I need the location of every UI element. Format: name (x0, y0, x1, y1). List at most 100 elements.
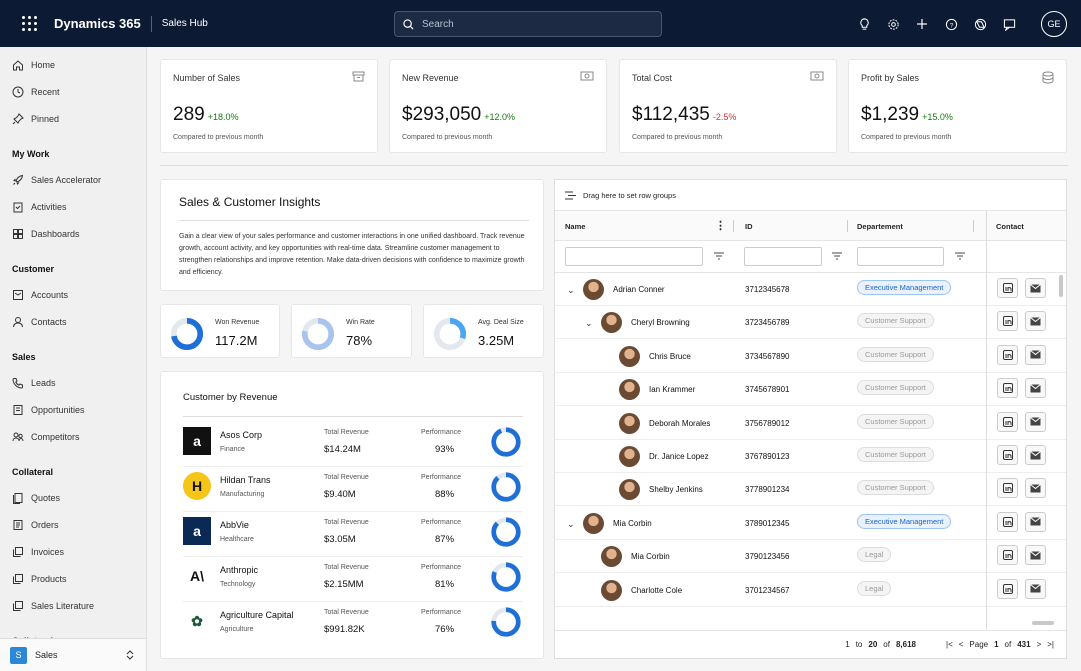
chevron-down-icon[interactable]: ⌄ (585, 318, 593, 329)
sidebar-item-recent[interactable]: Recent (0, 78, 146, 105)
email-button[interactable] (1025, 344, 1046, 365)
email-button[interactable] (1025, 411, 1046, 432)
settings-gear-icon[interactable] (885, 16, 901, 32)
revenue-row[interactable]: ✿ Agriculture Capital Agriculture Total … (183, 602, 523, 647)
email-button[interactable] (1025, 545, 1046, 566)
sidebar-item-quotes[interactable]: Quotes (0, 484, 146, 511)
app-brand[interactable]: Dynamics 365 (54, 16, 141, 31)
person-name[interactable]: Shelby Jenkins (649, 485, 703, 495)
revenue-row[interactable]: a Asos Corp Finance Total Revenue $14.24… (183, 422, 523, 467)
linkedin-button[interactable] (997, 344, 1018, 365)
search-input[interactable]: Search (394, 11, 662, 37)
table-row[interactable]: Chris Bruce 3734567890 Customer Support (555, 340, 1066, 373)
sidebar-item-dashboards[interactable]: Dashboards (0, 220, 146, 247)
revenue-label: Total Revenue (324, 609, 369, 616)
person-name[interactable]: Mia Corbin (631, 552, 670, 562)
person-name[interactable]: Dr. Janice Lopez (649, 452, 709, 461)
linkedin-button[interactable] (997, 378, 1018, 399)
sidebar-item-accounts[interactable]: Accounts (0, 281, 146, 308)
email-button[interactable] (1025, 378, 1046, 399)
column-separator[interactable] (847, 220, 848, 232)
feedback-chat-icon[interactable] (1001, 16, 1017, 32)
table-row[interactable]: Dr. Janice Lopez 3767890123 Customer Suppo… (555, 440, 1066, 473)
person-name[interactable]: Deborah Morales (649, 418, 711, 428)
person-name[interactable]: Cheryl Browning (631, 318, 690, 328)
prev-page-icon[interactable]: < (958, 640, 964, 649)
help-icon[interactable]: ? (943, 16, 959, 32)
sidebar-item-home[interactable]: Home (0, 51, 146, 78)
column-separator[interactable] (973, 220, 974, 232)
person-name[interactable]: Charlotte Cole (631, 585, 683, 595)
sidebar-item-opportunities[interactable]: Opportunities (0, 396, 146, 423)
table-row[interactable]: Shelby Jenkins 3778901234 Customer Support (555, 473, 1066, 507)
email-button[interactable] (1025, 445, 1046, 465)
revenue-row[interactable]: A\ Anthropic Technology Total Revenue $2… (183, 557, 523, 602)
column-menu-icon[interactable]: ⋮ (715, 220, 726, 232)
table-row[interactable]: ⌄ Cheryl Browning 3723456789 Customer Suppo… (555, 306, 1066, 340)
sidebar-item-pinned[interactable]: Pinned (0, 105, 146, 132)
table-row[interactable]: Deborah Morales 3756789012 Customer Suppor… (555, 407, 1066, 440)
sidebar-item-activities[interactable]: Activities (0, 193, 146, 220)
sidebar-item-orders[interactable]: Orders (0, 511, 146, 538)
person-name[interactable]: Chris Bruce (649, 351, 691, 361)
vertical-scrollbar[interactable] (1059, 275, 1063, 297)
linkedin-button[interactable] (997, 578, 1018, 599)
table-row[interactable]: Mia Corbin 3790123456 Legal (555, 540, 1066, 574)
email-button[interactable] (1025, 478, 1046, 499)
sidebar-item-leads[interactable]: Leads (0, 369, 146, 396)
next-page-icon[interactable]: > (1036, 640, 1042, 649)
chevron-down-icon[interactable]: ⌄ (567, 285, 575, 295)
table-row[interactable]: ⌄ Mia Corbin 3789012345 Executive Managemen… (555, 507, 1066, 540)
plus-icon[interactable] (914, 16, 930, 32)
person-name[interactable]: Ian Krammer (649, 385, 696, 395)
linkedin-button[interactable] (997, 545, 1018, 566)
sidebar-item-sales-accelerator[interactable]: Sales Accelerator (0, 166, 146, 193)
column-header-department[interactable]: Departement (857, 222, 903, 231)
revenue-row[interactable]: a AbbVie Healthcare Total Revenue $3.05M… (183, 512, 523, 557)
email-button[interactable] (1025, 578, 1046, 599)
column-header-name[interactable]: Name (565, 222, 586, 231)
chevron-down-icon[interactable]: ⌄ (567, 518, 575, 529)
horizontal-scrollbar[interactable] (1032, 621, 1054, 625)
mail-icon (1030, 484, 1041, 493)
revenue-row[interactable]: H Hildan Trans Manufacturing Total Reven… (183, 467, 523, 512)
column-header-contact[interactable]: Contact (996, 222, 1024, 231)
email-button[interactable] (1025, 511, 1046, 532)
linkedin-button[interactable] (997, 278, 1018, 298)
sidebar-item-sales-literature[interactable]: Sales Literature (0, 592, 146, 619)
linkedin-button[interactable] (997, 478, 1018, 499)
linkedin-button[interactable] (997, 311, 1018, 332)
sidebar-item-contacts[interactable]: Contacts (0, 308, 146, 335)
person-name[interactable]: Adrian Conner (613, 285, 665, 294)
email-button[interactable] (1025, 278, 1046, 298)
person-name[interactable]: Mia Corbin (613, 518, 652, 528)
filter-icon[interactable] (955, 252, 965, 260)
app-launcher-icon[interactable] (22, 15, 38, 32)
area-switcher[interactable]: S Sales (0, 638, 146, 671)
table-row[interactable]: Ian Krammer 3745678901 Customer Support (555, 373, 1066, 407)
row-group-dropzone[interactable]: Drag here to set row groups (555, 180, 1066, 211)
lightbulb-icon[interactable] (856, 16, 872, 32)
copilot-icon[interactable] (972, 16, 988, 32)
sidebar-item-competitors[interactable]: Competitors (0, 423, 146, 450)
name-filter-input[interactable] (565, 247, 703, 266)
linkedin-button[interactable] (997, 511, 1018, 532)
linkedin-button[interactable] (997, 445, 1018, 465)
user-avatar[interactable]: GE (1041, 11, 1067, 37)
department-filter-input[interactable] (857, 247, 944, 266)
table-row[interactable]: ⌄ Adrian Conner 3712345678 Executive Manage… (555, 273, 1066, 306)
id-filter-input[interactable] (744, 247, 822, 266)
filter-icon[interactable] (832, 252, 842, 260)
insights-body: Gain a clear view of your sales performa… (179, 233, 525, 276)
first-page-icon[interactable]: |< (945, 640, 953, 649)
last-page-icon[interactable]: >| (1047, 640, 1054, 649)
sidebar-item-invoices[interactable]: Invoices (0, 538, 146, 565)
column-separator[interactable] (733, 220, 734, 232)
linkedin-button[interactable] (997, 411, 1018, 432)
svg-text:?: ? (949, 22, 953, 29)
table-row[interactable]: Charlotte Cole 3701234567 Legal (555, 574, 1066, 607)
filter-icon[interactable] (714, 252, 724, 260)
column-header-id[interactable]: ID (745, 222, 753, 231)
sidebar-item-products[interactable]: Products (0, 565, 146, 592)
email-button[interactable] (1025, 311, 1046, 332)
